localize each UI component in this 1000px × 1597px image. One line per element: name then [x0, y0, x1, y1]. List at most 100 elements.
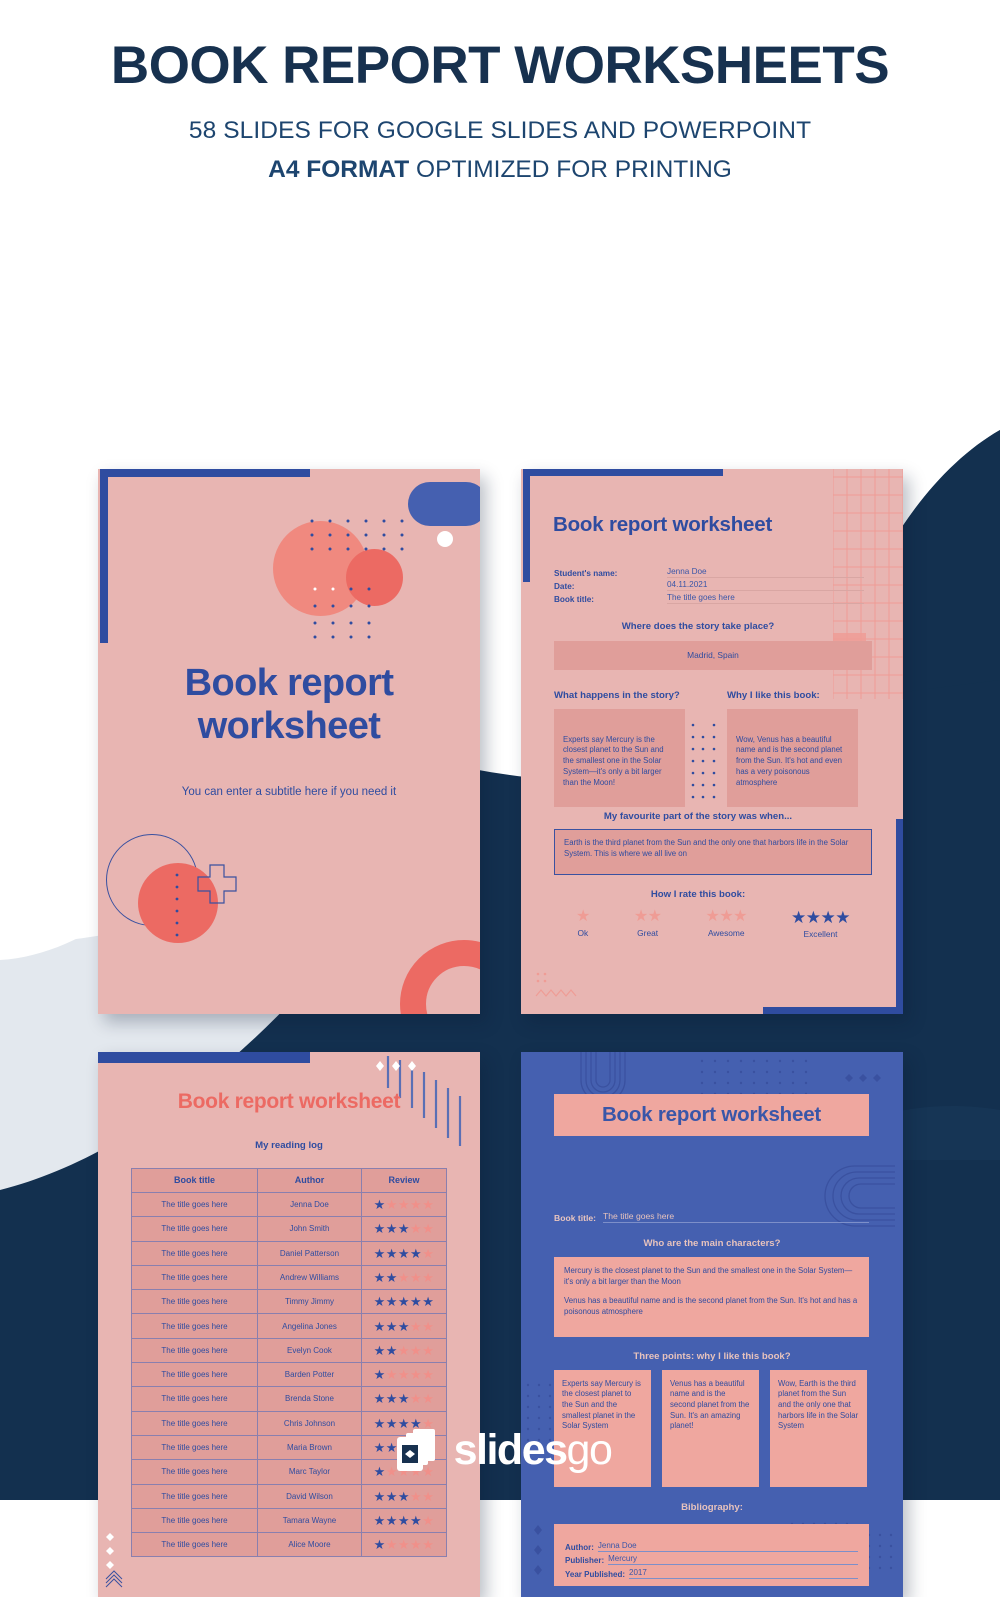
star-filled-icon: ★	[385, 1245, 398, 1261]
field-value[interactable]: Jenna Doe	[597, 1541, 858, 1552]
answer-favourite[interactable]: Earth is the third planet from the Sun a…	[554, 828, 872, 875]
cell-book-title[interactable]: The title goes here	[131, 1264, 258, 1291]
field-value[interactable]: The title goes here	[603, 1211, 869, 1223]
page-title: BOOK REPORT WORKSHEETS	[110, 36, 890, 95]
star-filled-icon: ★	[373, 1318, 386, 1334]
rating-scale: ★ Ok ★★ Great ★★★ Awesome ★★★★ Excellent	[554, 907, 872, 939]
cell-book-title[interactable]: The title goes here	[131, 1410, 258, 1436]
cell-author[interactable]: Andrew Williams	[257, 1264, 362, 1291]
cell-review-stars[interactable]: ★★★★★	[360, 1532, 448, 1558]
cell-author[interactable]: Chris Johnson	[257, 1410, 362, 1436]
point-card[interactable]: Wow, Earth is the third planet from the …	[770, 1369, 867, 1487]
star-filled-icon: ★	[373, 1269, 386, 1285]
cell-book-title[interactable]: The title goes here	[131, 1216, 258, 1242]
star-filled-icon: ★	[373, 1464, 386, 1480]
format-rest: OPTIMIZED FOR PRINTING	[409, 155, 732, 183]
field-value[interactable]: 2017	[629, 1568, 858, 1579]
field-student-name: Student's name: Jenna Doe	[554, 565, 864, 578]
rating-option-awesome[interactable]: ★★★ Awesome	[705, 907, 748, 938]
star-empty-icon: ★	[422, 1342, 435, 1358]
star-empty-icon: ★	[410, 1269, 423, 1285]
cell-author[interactable]: Jenna Doe	[257, 1191, 362, 1218]
star-empty-icon: ★	[422, 1221, 435, 1237]
star-empty-icon: ★	[397, 1537, 411, 1553]
cell-author[interactable]: Timmy Jimmy	[257, 1289, 362, 1315]
rating-option-great[interactable]: ★★ Great	[634, 908, 662, 938]
cell-author[interactable]: Daniel Patterson	[257, 1240, 362, 1266]
cell-review-stars[interactable]: ★★★★★	[360, 1313, 448, 1339]
star-filled-icon: ★	[385, 1342, 398, 1358]
field-value[interactable]: 04.11.2021	[667, 580, 864, 591]
cell-review-stars[interactable]: ★★★★★	[360, 1362, 448, 1388]
cell-review-stars[interactable]: ★★★★★	[360, 1240, 448, 1266]
answer-characters[interactable]: Mercury is the closest planet to the Sun…	[554, 1256, 869, 1337]
coral-circle-bottom-decoration	[138, 862, 218, 943]
slide-preview-characters[interactable]: Book report worksheet Book title: The ti…	[521, 1051, 903, 1597]
cell-review-stars[interactable]: ★★★★★	[360, 1216, 448, 1242]
cell-book-title[interactable]: The title goes here	[131, 1459, 258, 1485]
table-row: The title goes here Barden Potter ★★★★★	[131, 1362, 448, 1388]
star-empty-icon: ★	[385, 1367, 398, 1383]
cell-book-title[interactable]: The title goes here	[131, 1507, 258, 1534]
answer-story[interactable]: Experts say Mercury is the closest plane…	[554, 708, 685, 807]
cell-review-stars[interactable]: ★★★★★	[360, 1337, 448, 1364]
star-empty-icon: ★	[410, 1221, 423, 1237]
field-value[interactable]: Jenna Doe	[667, 567, 864, 578]
page-header: BOOK REPORT WORKSHEETS 58 SLIDES FOR GOO…	[0, 0, 1000, 184]
cell-author[interactable]: Evelyn Cook	[257, 1337, 362, 1364]
cell-book-title[interactable]: The title goes here	[131, 1289, 258, 1315]
answer-place[interactable]: Madrid, Spain	[554, 640, 872, 670]
star-empty-icon: ★	[410, 1342, 423, 1358]
logo-strong: slides	[453, 1425, 568, 1474]
star-empty-icon: ★	[410, 1197, 423, 1213]
star-empty-icon: ★	[385, 1464, 398, 1480]
slide1-title-line2: worksheet	[197, 704, 381, 747]
cell-book-title[interactable]: The title goes here	[131, 1362, 258, 1388]
rating-option-ok[interactable]: ★ Ok	[576, 908, 590, 938]
point-card[interactable]: Venus has a beautiful name and is the se…	[662, 1369, 759, 1487]
cell-author[interactable]: Marc Taylor	[257, 1459, 362, 1485]
slide-preview-cover[interactable]: Book report worksheet You can enter a su…	[98, 468, 480, 1014]
cell-review-stars[interactable]: ★★★★★	[360, 1410, 448, 1436]
cell-book-title[interactable]: The title goes here	[131, 1337, 258, 1364]
bibliography-author: Author: Jenna Doe	[565, 1540, 858, 1552]
star-empty-icon: ★	[410, 1537, 423, 1553]
cell-book-title[interactable]: The title goes here	[131, 1434, 258, 1461]
rating-option-excellent[interactable]: ★★★★ Excellent	[791, 909, 850, 939]
cell-book-title[interactable]: The title goes here	[131, 1191, 258, 1218]
cell-review-stars[interactable]: ★★★★★	[360, 1386, 448, 1412]
star-filled-icon: ★	[397, 1221, 411, 1237]
star-empty-icon: ★	[410, 1464, 423, 1480]
cell-author[interactable]: Brenda Stone	[257, 1386, 362, 1412]
cell-book-title[interactable]: The title goes here	[131, 1240, 258, 1266]
cell-review-stars[interactable]: ★★★★★	[360, 1507, 448, 1534]
field-value[interactable]: The title goes here	[667, 593, 864, 604]
cell-book-title[interactable]: The title goes here	[131, 1386, 258, 1412]
point-card[interactable]: Experts say Mercury is the closest plane…	[554, 1369, 651, 1487]
star-empty-icon: ★	[422, 1197, 435, 1213]
field-label: Year Published:	[565, 1569, 626, 1579]
cell-book-title[interactable]: The title goes here	[131, 1532, 258, 1558]
rating-stars: ★★★	[705, 907, 748, 925]
cell-author[interactable]: Angelina Jones	[257, 1313, 362, 1339]
slide-preview-worksheet-form[interactable]: Book report worksheet Student's name: Je…	[521, 468, 903, 1014]
star-empty-icon: ★	[397, 1197, 411, 1213]
answer-like[interactable]: Wow, Venus has a beautiful name and is t…	[727, 708, 858, 807]
cell-author[interactable]: Maria Brown	[257, 1434, 362, 1461]
slide-preview-reading-log[interactable]: Book report worksheet My reading log Boo…	[98, 1051, 480, 1597]
star-filled-icon: ★	[373, 1512, 386, 1528]
star-empty-icon: ★	[422, 1415, 435, 1431]
star-filled-icon: ★	[385, 1440, 398, 1456]
cell-review-stars[interactable]: ★★★★★	[360, 1289, 448, 1315]
field-value[interactable]: Mercury	[608, 1554, 858, 1566]
star-empty-icon: ★	[410, 1488, 423, 1504]
cell-author[interactable]: Tamara Wayne	[257, 1507, 362, 1534]
arc-lines-right-decoration	[824, 1164, 895, 1227]
table-row: The title goes here Alice Moore ★★★★★	[131, 1532, 448, 1558]
cell-book-title[interactable]: The title goes here	[131, 1313, 258, 1339]
cell-review-stars[interactable]: ★★★★★	[360, 1264, 448, 1291]
cell-author[interactable]: John Smith	[257, 1216, 362, 1242]
cell-review-stars[interactable]: ★★★★★	[360, 1191, 448, 1218]
cell-author[interactable]: Barden Potter	[257, 1362, 362, 1388]
cell-author[interactable]: Alice Moore	[257, 1532, 362, 1558]
